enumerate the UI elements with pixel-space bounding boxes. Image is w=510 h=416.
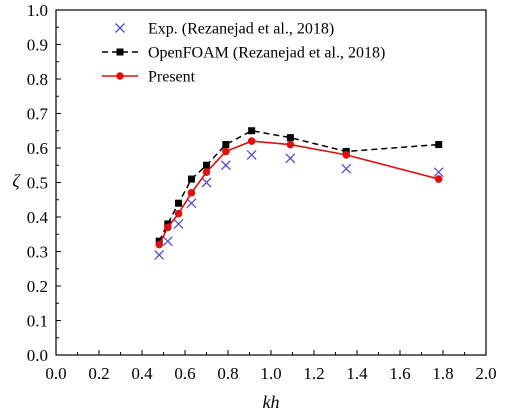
data-point	[247, 137, 256, 145]
data-point	[285, 153, 296, 164]
x-axis-label: kh	[263, 392, 280, 412]
x-tick-label: 1.4	[346, 364, 368, 383]
data-point	[222, 141, 230, 149]
y-tick-label: 0.7	[27, 105, 49, 124]
axes: 0.0 0.2 0.4 0.6 0.8 1.0 1.2 1.4 1.6 1.8 2.0 0.0 0.1 0…	[27, 1, 497, 383]
legend-label: OpenFOAM (Rezanejad et al., 2018)	[148, 45, 385, 62]
series-2	[155, 127, 443, 245]
y-tick-label: 1.0	[27, 1, 48, 20]
y-tick-label: 0.8	[27, 70, 48, 89]
data-point	[220, 160, 231, 171]
data-point	[187, 189, 196, 197]
data-point	[286, 134, 294, 142]
series-3	[155, 137, 443, 249]
data-point	[187, 175, 195, 183]
data-point	[434, 175, 443, 183]
data-point	[222, 147, 230, 156]
y-axis-label: ζ	[12, 171, 21, 191]
y-tick-label: 0.3	[27, 243, 48, 262]
x-tick-label: 1.8	[432, 364, 453, 383]
data-point	[341, 163, 352, 174]
data-point	[173, 218, 184, 229]
data-point	[174, 209, 183, 218]
x-tick-label: 2.0	[475, 364, 496, 383]
data-point	[154, 249, 165, 260]
data-point	[162, 236, 173, 247]
y-tick-label: 0.9	[27, 36, 48, 55]
legend-marker	[115, 23, 125, 33]
x-tick-label: 1.0	[260, 364, 281, 383]
data-point	[164, 223, 172, 232]
legend-marker	[116, 48, 124, 56]
data-point	[201, 177, 212, 188]
plot-frame	[55, 9, 487, 356]
y-tick-label: 0.6	[27, 139, 48, 158]
legend-entry: Present	[102, 69, 196, 86]
series-line	[158, 129, 439, 242]
data-point	[248, 127, 256, 135]
legend-label: Present	[148, 69, 196, 86]
y-tick-label: 0.4	[27, 208, 49, 227]
y-tick-label: 0.5	[27, 174, 48, 193]
data-point	[203, 161, 210, 169]
legend-label: Exp. (Rezanejad et al., 2018)	[148, 21, 334, 38]
x-tick-label: 0.4	[131, 364, 153, 383]
y-tick-label: 0.2	[27, 277, 48, 296]
data-point	[342, 151, 351, 159]
data-point	[155, 240, 163, 249]
data-point	[186, 198, 197, 209]
x-tick-label: 0.6	[174, 364, 195, 383]
data-point	[433, 167, 444, 178]
y-tick-label: 0.0	[27, 346, 48, 365]
data-point	[175, 199, 183, 207]
x-tick-label: 0.8	[217, 364, 238, 383]
y-tick-label: 0.1	[27, 312, 48, 331]
x-tick-label: 0.2	[88, 364, 109, 383]
data-point	[435, 141, 443, 149]
data-point	[286, 140, 295, 149]
data-point	[202, 168, 211, 176]
x-tick-label: 1.6	[389, 364, 410, 383]
data-point	[246, 149, 257, 160]
legend: Exp. (Rezanejad et al., 2018) OpenFOAM (R…	[102, 21, 385, 86]
series-1	[154, 149, 444, 260]
legend-marker	[116, 72, 124, 80]
series-layer	[154, 127, 444, 260]
legend-entry: OpenFOAM (Rezanejad et al., 2018)	[102, 45, 385, 62]
x-tick-label: 1.2	[303, 364, 324, 383]
x-tick-label: 0.0	[45, 364, 66, 383]
legend-entry: Exp. (Rezanejad et al., 2018)	[115, 21, 334, 38]
series-line	[158, 140, 439, 245]
